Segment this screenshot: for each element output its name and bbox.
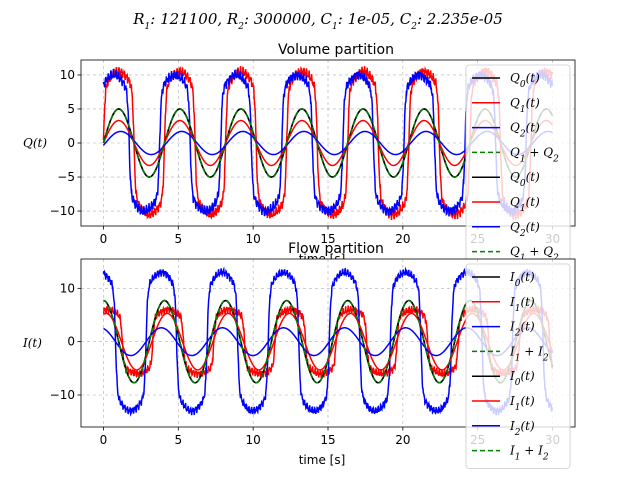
panel-title: Flow partition <box>288 241 384 257</box>
volume-partition-panel: 051015202530−10−50510time [s]Q(t)Volume … <box>23 42 576 270</box>
legend-frame <box>465 263 571 469</box>
x-tick-label: 0 <box>100 433 108 447</box>
figure-suptitle: R1: 121100, R2: 300000, C1: 1e-05, C2: 2… <box>132 10 502 32</box>
y-axis-label: I(t) <box>22 336 42 350</box>
y-tick-label: 0 <box>67 335 75 349</box>
y-tick-label: −10 <box>50 388 75 402</box>
x-tick-label: 15 <box>320 433 335 447</box>
x-tick-label: 0 <box>100 232 108 246</box>
y-tick-label: −5 <box>57 170 75 184</box>
y-axis-label: Q(t) <box>23 136 47 150</box>
x-tick-label: 20 <box>395 433 410 447</box>
x-tick-label: 10 <box>246 232 261 246</box>
legend: Q0(t)Q1(t)Q2(t)Q1 + Q2Q0(t)Q1(t)Q2(t)Q1 … <box>465 64 571 270</box>
y-tick-label: 10 <box>60 281 75 295</box>
x-tick-label: 5 <box>174 433 182 447</box>
y-tick-label: −10 <box>50 204 75 218</box>
y-tick-label: 10 <box>60 68 75 82</box>
y-tick-label: 5 <box>67 102 75 116</box>
x-tick-label: 10 <box>246 433 261 447</box>
y-tick-label: 0 <box>67 136 75 150</box>
x-tick-label: 5 <box>174 232 182 246</box>
x-tick-label: 20 <box>395 232 410 246</box>
legend: I0(t)I1(t)I2(t)I1 + I2I0(t)I1(t)I2(t)I1 … <box>465 263 571 469</box>
x-axis-label: time [s] <box>299 453 346 467</box>
x-tick-label: 15 <box>320 232 335 246</box>
panel-title: Volume partition <box>278 42 394 58</box>
